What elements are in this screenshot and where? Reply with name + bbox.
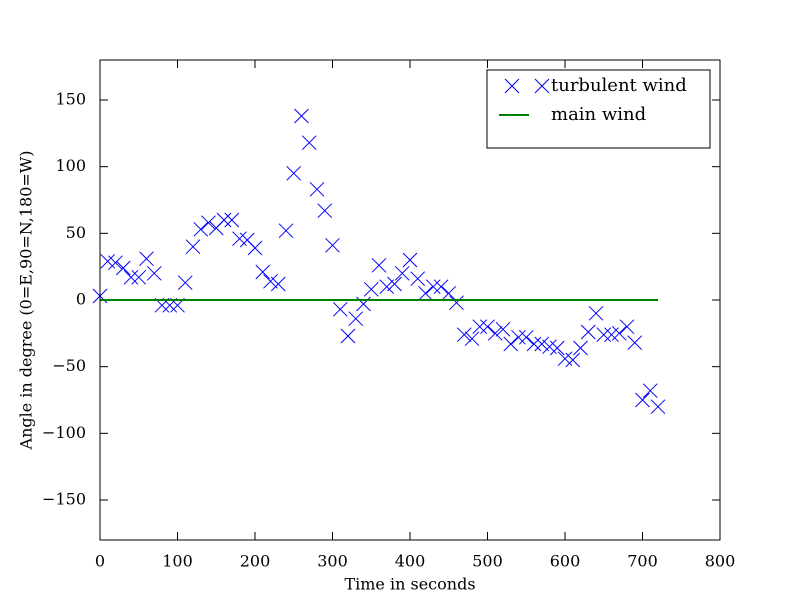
x-tick-label: 0: [95, 552, 105, 571]
data-point: [596, 327, 612, 343]
data-point: [487, 325, 503, 341]
data-point: [464, 331, 480, 347]
plot-frame: [99, 59, 721, 541]
data-point: [286, 165, 302, 181]
data-point: [332, 301, 348, 317]
data-point: [255, 264, 271, 280]
data-point: [503, 336, 519, 352]
y-tick-label: −150: [42, 490, 86, 509]
data-point: [642, 383, 658, 399]
data-point: [201, 215, 216, 231]
legend-label: main wind: [551, 104, 646, 125]
data-point: [549, 340, 565, 356]
data-point: [193, 221, 209, 237]
data-point: [573, 340, 588, 356]
data-point: [402, 252, 418, 268]
data-point: [177, 275, 193, 291]
data-point: [619, 319, 635, 335]
data-point: [294, 108, 309, 124]
data-point: [418, 285, 433, 301]
data-point: [456, 327, 472, 343]
data-point: [371, 257, 387, 273]
legend-marker: [504, 78, 520, 94]
y-tick-label: 100: [55, 156, 86, 175]
y-axis-label: Angle in degree (0=E,90=N,180=W): [17, 151, 36, 451]
data-point: [495, 321, 511, 337]
data-point: [449, 295, 464, 311]
y-tick-label: 150: [55, 90, 86, 109]
data-point: [131, 269, 147, 285]
data-point: [348, 311, 364, 327]
data-point: [425, 279, 441, 295]
data-point: [270, 276, 286, 292]
data-point: [146, 265, 162, 281]
data-point: [650, 399, 666, 415]
data-point: [317, 203, 333, 219]
data-point: [394, 265, 410, 281]
x-tick-label: 100: [162, 552, 193, 571]
data-point: [441, 285, 457, 301]
data-point: [387, 276, 402, 292]
legend-marker: [534, 78, 550, 94]
data-point: [224, 212, 240, 228]
data-point: [379, 279, 395, 295]
y-tick-label: −100: [42, 423, 86, 442]
x-axis-label: Time in seconds: [344, 575, 475, 594]
data-point: [565, 352, 581, 368]
data-point: [363, 281, 379, 297]
x-tick-label: 600: [550, 552, 581, 571]
data-point: [433, 279, 449, 295]
data-point: [611, 325, 627, 341]
data-point: [588, 305, 604, 321]
data-point: [309, 181, 325, 197]
data-point: [511, 329, 526, 345]
legend-box: [486, 69, 711, 149]
x-tick-label: 800: [705, 552, 736, 571]
data-point: [247, 240, 263, 256]
x-tick-label: 400: [395, 552, 426, 571]
x-tick-label: 500: [472, 552, 503, 571]
data-point: [123, 269, 139, 285]
data-point: [185, 239, 201, 255]
data-point: [216, 212, 232, 228]
data-point: [627, 335, 643, 351]
data-point: [635, 392, 650, 408]
data-point: [472, 319, 488, 335]
data-point: [278, 223, 294, 239]
y-tick-label: 50: [66, 223, 86, 242]
y-tick-label: −50: [52, 356, 86, 375]
data-point: [580, 324, 596, 340]
data-point: [410, 271, 426, 287]
data-point: [534, 336, 550, 352]
legend-label: turbulent wind: [551, 75, 687, 96]
data-point: [115, 260, 131, 276]
data-point: [108, 255, 123, 271]
data-point: [340, 328, 356, 344]
data-point: [325, 237, 340, 253]
x-tick-label: 700: [627, 552, 658, 571]
data-point: [263, 273, 278, 289]
x-tick-label: 300: [317, 552, 348, 571]
y-tick-label: 0: [76, 290, 86, 309]
data-point: [301, 135, 317, 151]
data-point: [518, 329, 534, 345]
data-point: [139, 251, 154, 267]
data-point: [480, 319, 495, 335]
x-tick-label: 200: [240, 552, 271, 571]
data-point: [526, 336, 542, 352]
